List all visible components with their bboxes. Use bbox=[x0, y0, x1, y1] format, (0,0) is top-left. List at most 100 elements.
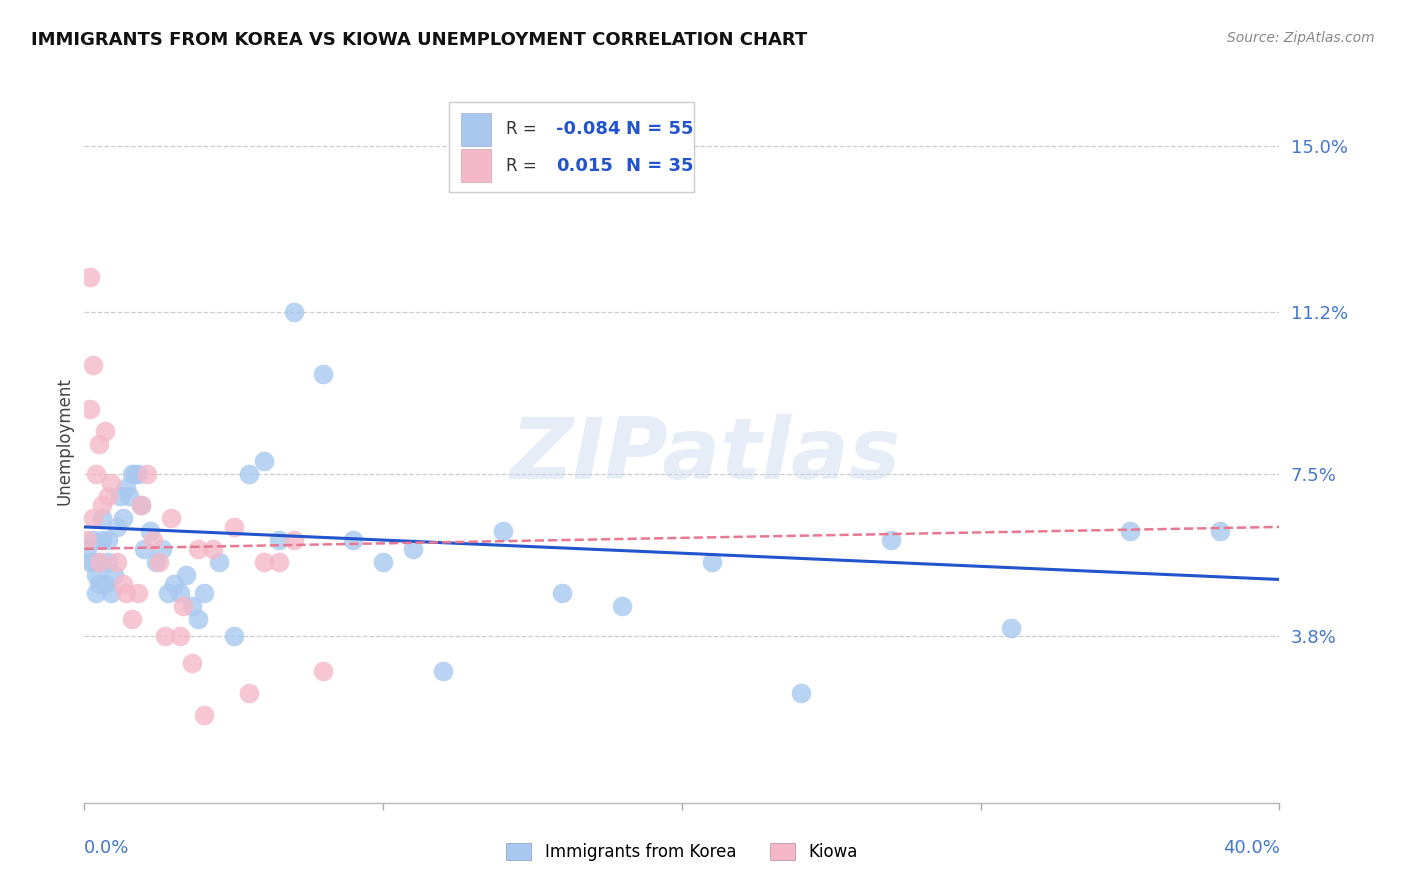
Point bbox=[118, 489, 141, 503]
Point bbox=[1000, 621, 1022, 635]
Point bbox=[222, 520, 245, 534]
Point bbox=[253, 454, 276, 468]
Point bbox=[115, 585, 138, 599]
Point bbox=[121, 467, 143, 482]
Point bbox=[160, 511, 183, 525]
Point bbox=[91, 533, 114, 547]
Point bbox=[238, 686, 260, 700]
Point bbox=[89, 555, 111, 569]
Point bbox=[267, 533, 290, 547]
Point bbox=[100, 585, 122, 599]
Point bbox=[127, 585, 149, 599]
Point bbox=[127, 467, 149, 482]
Point bbox=[105, 520, 128, 534]
Point bbox=[89, 577, 111, 591]
Point bbox=[238, 467, 260, 482]
Point bbox=[193, 585, 215, 599]
Point bbox=[253, 555, 276, 569]
Point bbox=[112, 577, 135, 591]
Point bbox=[1209, 524, 1232, 539]
Point bbox=[100, 476, 122, 491]
Point bbox=[193, 708, 215, 723]
Point bbox=[82, 511, 104, 525]
Point bbox=[103, 568, 125, 582]
Point bbox=[181, 656, 204, 670]
Point bbox=[76, 533, 98, 547]
Point bbox=[169, 629, 191, 643]
Point bbox=[82, 555, 104, 569]
Point bbox=[82, 358, 104, 372]
Point bbox=[91, 511, 114, 525]
Text: -0.084: -0.084 bbox=[557, 120, 621, 138]
Point bbox=[150, 541, 173, 556]
Point bbox=[86, 585, 108, 599]
Point bbox=[169, 585, 191, 599]
Point bbox=[97, 533, 120, 547]
Point bbox=[142, 533, 165, 547]
Point bbox=[129, 498, 152, 512]
Point bbox=[163, 577, 186, 591]
Point bbox=[115, 481, 138, 495]
Point bbox=[222, 629, 245, 643]
Point bbox=[373, 555, 395, 569]
Point bbox=[312, 367, 335, 381]
Point bbox=[79, 555, 101, 569]
Point bbox=[153, 629, 176, 643]
Point bbox=[112, 511, 135, 525]
Point bbox=[129, 498, 152, 512]
FancyBboxPatch shape bbox=[461, 149, 491, 182]
Point bbox=[89, 555, 111, 569]
Text: 0.0%: 0.0% bbox=[84, 838, 129, 857]
Point bbox=[208, 555, 231, 569]
Text: 0.015: 0.015 bbox=[557, 156, 613, 175]
Text: Source: ZipAtlas.com: Source: ZipAtlas.com bbox=[1227, 31, 1375, 45]
Point bbox=[105, 555, 128, 569]
Point bbox=[312, 665, 335, 679]
Point bbox=[880, 533, 903, 547]
Point bbox=[187, 612, 209, 626]
Point bbox=[432, 665, 454, 679]
Point bbox=[145, 555, 167, 569]
Point bbox=[612, 599, 634, 613]
Point bbox=[136, 467, 159, 482]
Text: N = 55: N = 55 bbox=[626, 120, 693, 138]
Point bbox=[79, 401, 101, 416]
Point bbox=[79, 270, 101, 285]
Point bbox=[148, 555, 170, 569]
Point bbox=[342, 533, 364, 547]
Text: R =: R = bbox=[506, 156, 543, 175]
Point bbox=[187, 541, 209, 556]
Point bbox=[267, 555, 290, 569]
Point bbox=[172, 599, 194, 613]
Point bbox=[132, 541, 156, 556]
Point bbox=[181, 599, 204, 613]
Point bbox=[124, 467, 146, 482]
Text: R =: R = bbox=[506, 120, 543, 138]
Point bbox=[551, 585, 574, 599]
Point bbox=[283, 305, 305, 319]
Text: ZIPatlas: ZIPatlas bbox=[510, 415, 901, 498]
Text: N = 35: N = 35 bbox=[626, 156, 693, 175]
Point bbox=[492, 524, 515, 539]
Point bbox=[790, 686, 813, 700]
Point bbox=[201, 541, 224, 556]
Point bbox=[110, 489, 132, 503]
Point bbox=[89, 436, 111, 450]
Point bbox=[94, 424, 117, 438]
Point bbox=[82, 533, 104, 547]
Point bbox=[86, 467, 108, 482]
Legend: Immigrants from Korea, Kiowa: Immigrants from Korea, Kiowa bbox=[499, 837, 865, 868]
Point bbox=[1119, 524, 1142, 539]
Point bbox=[97, 489, 120, 503]
Point bbox=[174, 568, 197, 582]
Point bbox=[402, 541, 425, 556]
Point bbox=[157, 585, 180, 599]
Point bbox=[283, 533, 305, 547]
Point bbox=[86, 568, 108, 582]
FancyBboxPatch shape bbox=[449, 102, 695, 193]
Y-axis label: Unemployment: Unemployment bbox=[55, 377, 73, 506]
Point bbox=[139, 524, 162, 539]
Point bbox=[94, 577, 117, 591]
Text: 40.0%: 40.0% bbox=[1223, 838, 1279, 857]
Point bbox=[91, 498, 114, 512]
